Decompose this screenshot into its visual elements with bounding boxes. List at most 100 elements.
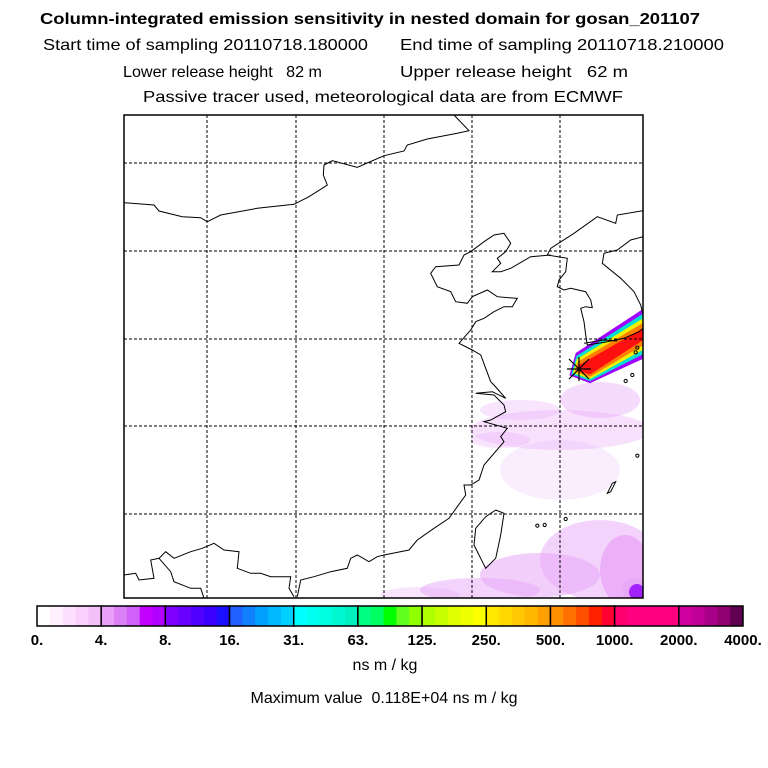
- colorbar-swatch: [88, 606, 102, 626]
- colorbar-tick-label: 0.: [31, 632, 44, 649]
- coastline: [124, 542, 295, 597]
- colorbar-swatch: [730, 606, 744, 626]
- island: [563, 516, 568, 522]
- sensitivity-patch: [560, 382, 640, 418]
- sensitivity-patch: [380, 587, 460, 598]
- colorbar-swatch: [319, 606, 333, 626]
- map-frame: [123, 114, 644, 599]
- island: [630, 372, 635, 378]
- colorbar-tick-label: 16.: [219, 632, 240, 649]
- colorbar-swatch: [396, 606, 410, 626]
- colorbar-tick-label: 500.: [536, 632, 565, 649]
- colorbar-swatch: [101, 606, 115, 626]
- colorbar-swatch: [37, 606, 51, 626]
- colorbar-swatch: [75, 606, 89, 626]
- colorbar-swatch: [486, 606, 500, 626]
- colorbar-swatch: [640, 606, 654, 626]
- colorbar-swatch: [588, 606, 603, 626]
- colorbar-swatch: [49, 606, 64, 626]
- colorbar-swatch: [178, 606, 192, 626]
- island: [542, 522, 547, 528]
- colorbar-unit: ns m / kg: [353, 657, 418, 674]
- colorbar-swatch: [434, 606, 449, 626]
- colorbar-swatch: [370, 606, 385, 626]
- colorbar-swatch: [665, 606, 680, 626]
- star-asterisk-icon: [567, 357, 591, 381]
- plot-title: Column-integrated emission sensitivity i…: [40, 11, 700, 28]
- colorbar-tick-label: 4.: [95, 632, 108, 649]
- plume-band: [576, 328, 643, 375]
- colorbar-swatch: [332, 606, 346, 626]
- coastline: [473, 509, 505, 570]
- sensitivity-field-low: [380, 382, 643, 598]
- colorbar-swatch: [563, 606, 577, 626]
- colorbar-swatch: [345, 606, 359, 626]
- colorbar-swatch: [203, 606, 218, 626]
- colorbar-swatch: [114, 606, 128, 626]
- coastline: [158, 557, 205, 598]
- island: [633, 350, 638, 355]
- colorbar-swatch: [537, 606, 551, 626]
- sensitivity-plume: [569, 308, 643, 384]
- colorbar-swatch: [229, 606, 243, 626]
- colorbar-labels: 0. 4. 8. 16. 31. 63. 125. 250. 500. 1000. 2000. 400…: [31, 632, 762, 649]
- colorbar-swatch: [280, 606, 295, 626]
- colorbar-swatch: [550, 606, 564, 626]
- colorbar-swatch: [293, 606, 308, 626]
- colorbar-tick-label: 125.: [407, 632, 436, 649]
- colorbar-swatch: [601, 606, 616, 626]
- colorbar: [36, 605, 744, 627]
- colorbar-tick-label: 63.: [347, 632, 368, 649]
- sensitivity-patch: [629, 584, 643, 598]
- colorbar-swatch: [422, 606, 436, 626]
- colorbar-swatch: [409, 606, 423, 626]
- colorbar-swatch: [473, 606, 487, 626]
- colorbar-swatch: [614, 606, 628, 626]
- colorbar-swatch: [152, 606, 166, 626]
- colorbar-swatch: [165, 606, 179, 626]
- coastlines: [124, 115, 643, 598]
- end-time: End time of sampling 20110718.210000: [400, 37, 724, 54]
- sensitivity-patch: [470, 432, 530, 448]
- colorbar-swatch: [653, 606, 667, 626]
- coastline: [606, 480, 617, 495]
- colorbar-swatch: [678, 606, 693, 626]
- colorbar-swatch: [627, 606, 641, 626]
- colorbar-swatch: [383, 606, 397, 626]
- colorbar-swatch: [255, 606, 269, 626]
- colorbar-tick-label: 8.: [159, 632, 172, 649]
- colorbar-tick-label: 1000.: [596, 632, 634, 649]
- colorbar-swatch: [704, 606, 718, 626]
- coastline: [601, 236, 643, 316]
- start-time: Start time of sampling 20110718.180000: [43, 37, 368, 54]
- lower-release-height: Lower release height 82 m: [123, 64, 322, 81]
- colorbar-swatch: [524, 606, 539, 626]
- colorbar-swatch: [576, 606, 590, 626]
- sensitivity-patch: [480, 400, 560, 420]
- colorbar-swatch: [216, 606, 231, 626]
- colorbar-swatch: [499, 606, 513, 626]
- coastline: [124, 115, 470, 223]
- island: [623, 378, 628, 384]
- lat-lon-grid: [124, 115, 643, 598]
- island: [635, 453, 640, 458]
- colorbar-segment: [678, 605, 744, 627]
- colorbar-swatch: [511, 606, 526, 626]
- sensitivity-patch: [470, 410, 643, 450]
- colorbar-tick-label: 2000.: [660, 632, 698, 649]
- upper-release-height: Upper release height 62 m: [400, 64, 628, 81]
- colorbar-tick-label: 4000.: [724, 632, 762, 649]
- colorbar-tick-label: 31.: [283, 632, 304, 649]
- coastline: [296, 232, 551, 597]
- colorbar-swatch: [191, 606, 205, 626]
- maximum-value: Maximum value 0.118E+04 ns m / kg: [251, 690, 518, 707]
- sensitivity-patch: [420, 578, 540, 598]
- colorbar-swatch: [691, 606, 705, 626]
- colorbar-swatch: [139, 606, 154, 626]
- colorbar-swatch: [447, 606, 462, 626]
- colorbar-swatch: [357, 606, 372, 626]
- tracer-info: Passive tracer used, meteorological data…: [143, 89, 623, 106]
- coastline: [546, 210, 643, 346]
- coastline: [583, 339, 618, 344]
